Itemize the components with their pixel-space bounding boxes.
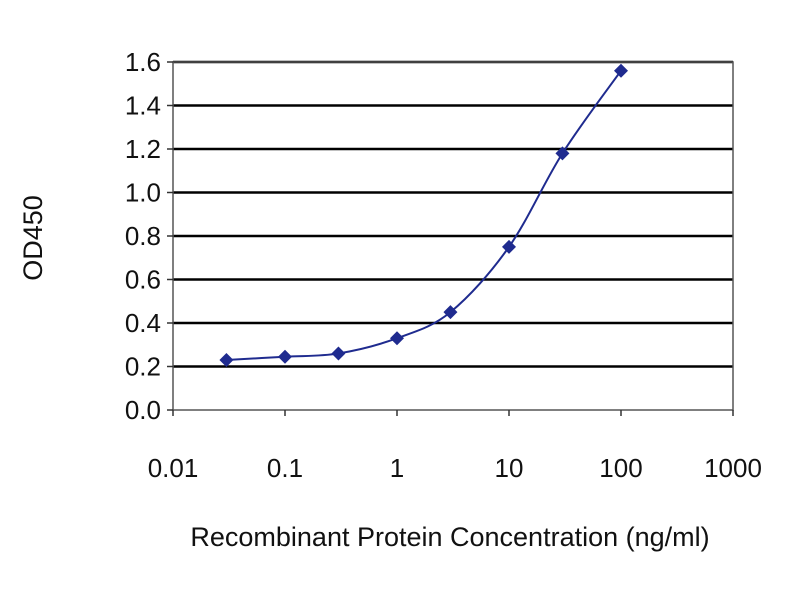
data-point	[219, 352, 234, 367]
axis-ticks	[167, 61, 734, 416]
x-tick-label: 10	[495, 453, 524, 483]
data-point	[278, 349, 292, 364]
data-point	[331, 346, 346, 361]
gridlines	[173, 60, 733, 368]
y-tick-label: 1.2	[125, 134, 161, 164]
x-tick-label: 1000	[704, 453, 762, 483]
x-tick-label: 100	[599, 453, 642, 483]
y-tick-label: 0.6	[125, 265, 161, 295]
y-axis-title: OD450	[18, 195, 48, 281]
y-tick-labels: 0.0 0.2 0.4 0.6 0.8 1.0 1.2 1.4 1.6	[125, 47, 161, 425]
y-tick-label: 0.2	[125, 352, 161, 382]
data-points	[219, 63, 628, 367]
x-axis-title: Recombinant Protein Concentration (ng/ml…	[190, 522, 709, 552]
y-tick-label: 1.0	[125, 178, 161, 208]
series-line	[226, 70, 622, 361]
x-tick-labels: 0.01 0.1 1 10 100 1000	[148, 453, 762, 483]
x-tick-label: 0.1	[267, 453, 303, 483]
data-point	[390, 331, 404, 346]
y-tick-label: 0.8	[125, 221, 161, 251]
data-point	[614, 63, 628, 78]
x-tick-label: 1	[390, 453, 404, 483]
y-tick-label: 1.4	[125, 91, 161, 121]
y-tick-label: 0.0	[125, 395, 161, 425]
y-tick-label: 0.4	[125, 308, 161, 338]
data-point	[502, 239, 516, 254]
x-tick-label: 0.01	[148, 453, 199, 483]
y-tick-label: 1.6	[125, 47, 161, 77]
data-point	[443, 305, 458, 320]
data-point	[555, 146, 570, 161]
